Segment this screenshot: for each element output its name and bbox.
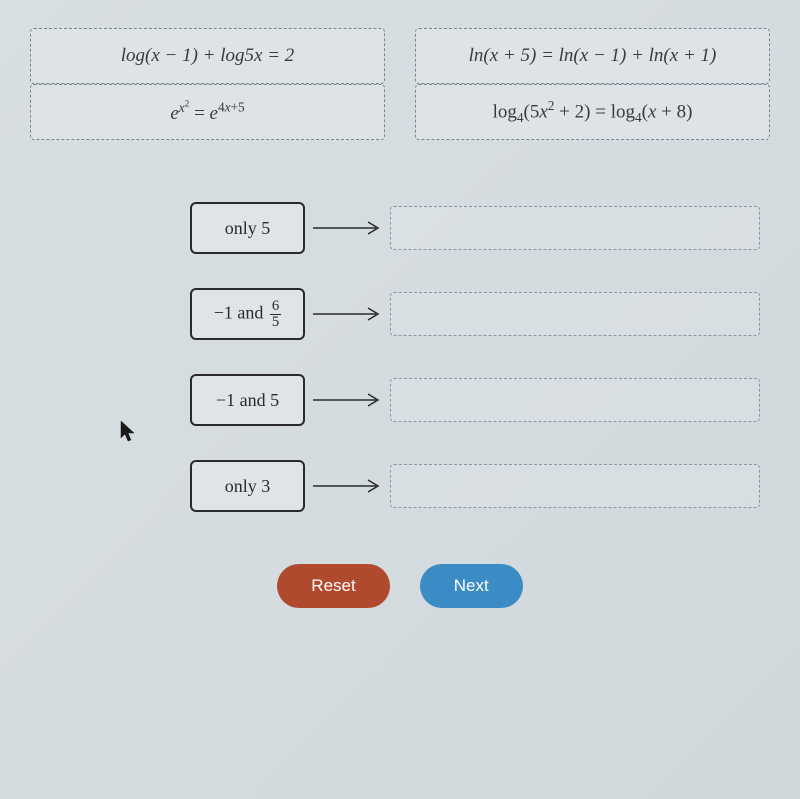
equation-box-4[interactable]: log4(5x2 + 2) = log4(x + 8): [415, 84, 770, 140]
arrow-right-icon: [308, 390, 388, 410]
arrow-right-icon: [308, 476, 388, 496]
equation-2-text: ln(x + 5) = ln(x − 1) + ln(x + 1): [469, 45, 717, 67]
answer-box-2[interactable]: −1 and 65: [190, 288, 305, 340]
arrow-1: [305, 218, 390, 238]
answer-4-text: only 3: [225, 476, 271, 497]
equation-3-text: ex2 = e4x+5: [170, 99, 244, 125]
arrow-right-icon: [308, 218, 388, 238]
answer-box-1[interactable]: only 5: [190, 202, 305, 254]
answer-1-text: only 5: [225, 218, 271, 239]
equation-box-1[interactable]: log(x − 1) + log5x = 2: [30, 28, 385, 84]
matching-section: only 5 −1 and 65 −1 and 5: [0, 200, 800, 514]
next-button[interactable]: Next: [420, 564, 523, 608]
reset-button[interactable]: Reset: [277, 564, 389, 608]
equation-box-3[interactable]: ex2 = e4x+5: [30, 84, 385, 140]
drop-zone-4[interactable]: [390, 464, 760, 508]
answer-3-text: −1 and 5: [216, 390, 279, 411]
match-row-2: −1 and 65: [30, 286, 770, 342]
match-row-1: only 5: [30, 200, 770, 256]
answer-2-text: −1 and 65: [214, 299, 282, 330]
drop-zone-1[interactable]: [390, 206, 760, 250]
arrow-3: [305, 390, 390, 410]
match-row-4: only 3: [30, 458, 770, 514]
equation-box-2[interactable]: ln(x + 5) = ln(x − 1) + ln(x + 1): [415, 28, 770, 84]
equation-1-text: log(x − 1) + log5x = 2: [121, 45, 295, 67]
cursor-icon: [120, 420, 138, 444]
drop-zone-2[interactable]: [390, 292, 760, 336]
equation-4-text: log4(5x2 + 2) = log4(x + 8): [493, 98, 693, 126]
arrow-2: [305, 304, 390, 324]
arrow-4: [305, 476, 390, 496]
match-row-3: −1 and 5: [30, 372, 770, 428]
buttons-row: Reset Next: [0, 564, 800, 608]
arrow-right-icon: [308, 304, 388, 324]
answer-box-4[interactable]: only 3: [190, 460, 305, 512]
answer-box-3[interactable]: −1 and 5: [190, 374, 305, 426]
drop-zone-3[interactable]: [390, 378, 760, 422]
